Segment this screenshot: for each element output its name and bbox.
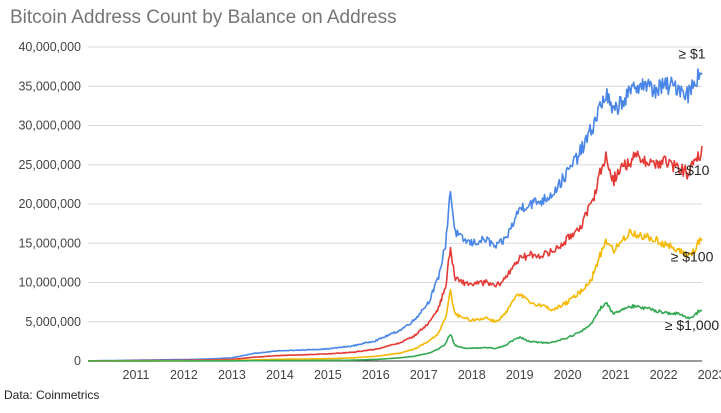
x-tick-label: 2018 [458,368,486,382]
series-lines [88,68,703,362]
y-tick-label: 0 [74,354,81,368]
x-tick-label: 2022 [650,368,678,382]
series-line [88,68,703,362]
y-tick-label: 10,000,000 [18,276,81,290]
x-tick-label: 2016 [362,368,390,382]
x-axis: 2011 2012 2013 2014 2015 2016 2017 2018 2019 2020… [123,368,721,382]
y-tick-label: 5,000,000 [25,315,81,329]
series-labels: ≥ $1 ≥ $10 ≥ $100 ≥ $1,000 [665,46,720,333]
series-line [88,228,703,362]
series-label: ≥ $10 [675,162,710,178]
x-tick-label: 2020 [554,368,582,382]
x-tick-label: 2021 [602,368,630,382]
series-line [88,145,703,362]
chart-title: Bitcoin Address Count by Balance on Addr… [10,7,397,28]
x-tick-label: 2014 [266,368,294,382]
x-tick-label: 2019 [506,368,534,382]
y-tick-label: 40,000,000 [18,40,81,54]
x-tick-label: 2013 [218,368,246,382]
y-tick-label: 25,000,000 [18,158,81,172]
y-tick-label: 15,000,000 [18,236,81,250]
x-tick-label: 2023 [698,368,721,382]
series-line [88,301,703,362]
gridlines [88,46,702,362]
x-tick-label: 2011 [123,368,150,382]
series-label: ≥ $1,000 [665,317,720,333]
y-tick-label: 35,000,000 [18,79,81,93]
x-tick-label: 2015 [314,368,342,382]
x-tick-label: 2012 [170,368,198,382]
x-tick-label: 2017 [410,368,438,382]
y-tick-label: 30,000,000 [18,119,81,133]
y-axis: 0 5,000,000 10,000,000 15,000,000 20,000,000… [18,40,81,368]
series-label: ≥ $100 [671,248,714,264]
data-source-note: Data: Coinmetrics [4,388,100,402]
series-label: ≥ $1 [678,46,705,62]
y-tick-label: 20,000,000 [18,197,81,211]
